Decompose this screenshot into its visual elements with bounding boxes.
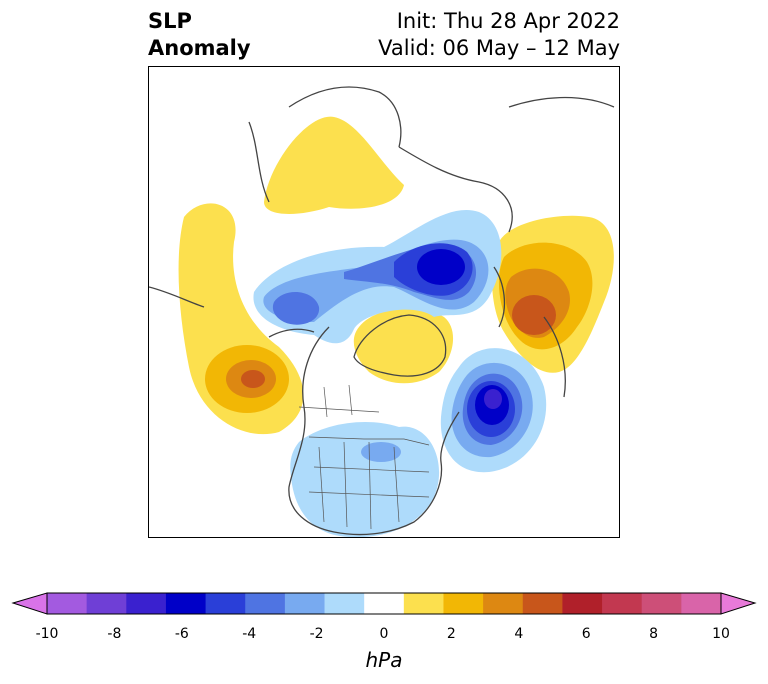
colorbar-tick-label: 8 xyxy=(649,626,659,642)
forecast-dates: Init: Thu 28 Apr 2022 Valid: 06 May – 12… xyxy=(378,8,620,62)
colorbar-tick-label: -10 xyxy=(35,626,59,642)
title-line-2: Anomaly xyxy=(148,36,251,60)
colorbar-unit-label: hPa xyxy=(365,648,403,672)
colorbar-tick-label: 0 xyxy=(379,626,389,642)
colorbar-frame xyxy=(46,592,722,615)
colorbar-segment xyxy=(126,593,167,614)
atlantic-low xyxy=(440,348,547,473)
borders xyxy=(298,384,430,530)
north-america-low xyxy=(290,422,439,537)
colorbar-extend-min xyxy=(11,592,48,615)
colorbar-segment xyxy=(522,593,563,614)
valid-range: Valid: 06 May – 12 May xyxy=(378,36,620,60)
colorbar-tick-label: -6 xyxy=(174,626,189,642)
colorbar-tick-label: 2 xyxy=(446,626,456,642)
eurasia-high xyxy=(264,116,404,214)
colorbar-segment xyxy=(47,593,88,614)
colorbar-segment xyxy=(86,593,127,614)
colorbar-segment xyxy=(165,593,207,614)
colorbar-tick-label: 10 xyxy=(712,626,730,642)
colorbar-segment xyxy=(443,593,484,614)
chart-title: SLP Anomaly xyxy=(148,8,251,62)
colorbar-segment xyxy=(483,593,524,614)
pacific-high xyxy=(178,203,304,435)
colorbar-segment xyxy=(205,593,246,614)
colorbar-tick-label: 4 xyxy=(514,626,524,642)
greenland-high xyxy=(353,308,454,384)
arctic-low xyxy=(253,210,502,344)
colorbar-segment xyxy=(324,593,365,614)
coastlines xyxy=(149,86,615,536)
colorbar-tick-label: -8 xyxy=(107,626,122,642)
siberian-high xyxy=(492,215,614,373)
colorbar-segment xyxy=(403,593,444,614)
colorbar-segment xyxy=(641,593,682,614)
colorbar-segment xyxy=(681,593,722,614)
colorbar-segment xyxy=(284,593,326,614)
colorbar xyxy=(11,592,757,615)
colorbar-tick-label: 6 xyxy=(581,626,591,642)
colorbar-segment xyxy=(602,593,643,614)
colorbar-tick-label: -2 xyxy=(309,626,324,642)
map-panel xyxy=(148,66,620,538)
init-date: Init: Thu 28 Apr 2022 xyxy=(396,9,620,33)
anomaly-map xyxy=(149,86,615,537)
colorbar-segment xyxy=(245,593,286,614)
title-line-1: SLP xyxy=(148,9,192,33)
colorbar-segment xyxy=(562,593,603,614)
colorbar-segment xyxy=(364,593,405,614)
colorbar-tick-label: -4 xyxy=(242,626,257,642)
colorbar-extend-max xyxy=(720,592,757,615)
